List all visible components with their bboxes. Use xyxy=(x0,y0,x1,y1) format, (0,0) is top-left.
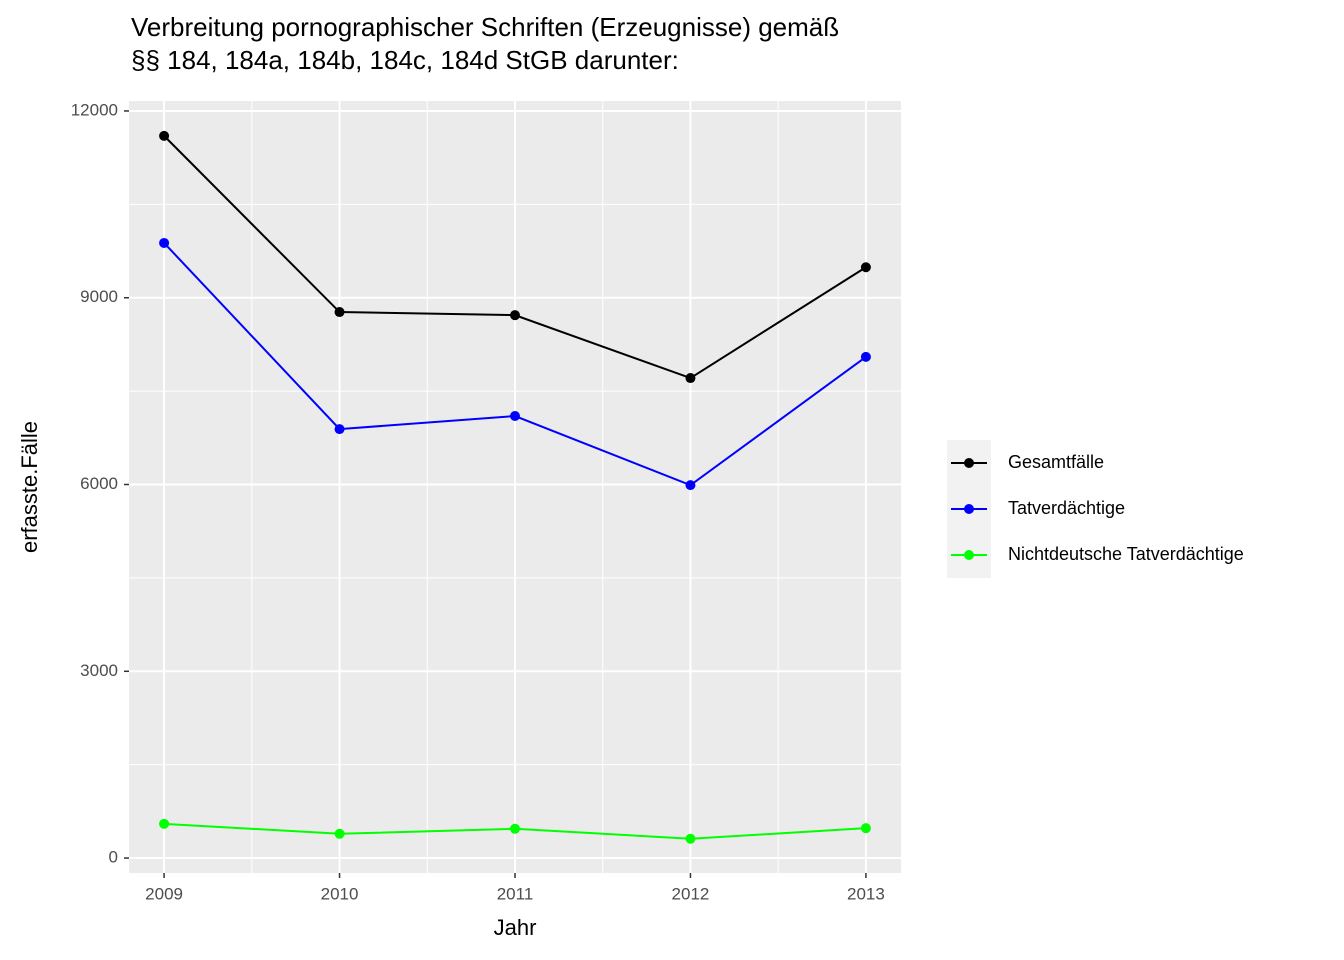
legend-label: Nichtdeutsche Tatverdächtige xyxy=(1008,544,1244,564)
data-point xyxy=(510,823,520,834)
x-tick-label: 2010 xyxy=(321,884,359,903)
y-tick-label: 0 xyxy=(109,848,118,867)
data-point xyxy=(685,480,696,491)
data-point xyxy=(685,373,696,384)
data-point xyxy=(860,823,871,834)
data-point xyxy=(510,411,520,422)
legend-label: Gesamtfälle xyxy=(1008,452,1104,472)
x-tick-label: 2012 xyxy=(672,884,710,903)
x-tick-label: 2013 xyxy=(847,884,885,903)
chart-title: §§ 184, 184a, 184b, 184c, 184d StGB daru… xyxy=(131,45,679,75)
data-point xyxy=(334,307,345,318)
data-point xyxy=(860,351,871,362)
legend-key-point xyxy=(964,458,974,468)
chart-title: Verbreitung pornographischer Schriften (… xyxy=(131,12,839,42)
x-tick-label: 2011 xyxy=(497,884,534,903)
legend-key-point xyxy=(964,550,974,560)
data-point xyxy=(159,237,170,248)
y-tick-label: 6000 xyxy=(80,474,118,493)
x-tick-label: 2009 xyxy=(145,884,183,903)
data-point xyxy=(159,130,170,141)
data-point xyxy=(510,310,520,321)
data-point xyxy=(334,828,345,839)
y-tick-label: 3000 xyxy=(80,661,118,680)
y-tick-label: 12000 xyxy=(71,100,118,119)
data-point xyxy=(159,818,170,829)
y-axis-title: erfasste.Fälle xyxy=(17,421,42,553)
legend-key-point xyxy=(964,504,974,514)
y-tick-label: 9000 xyxy=(80,287,118,306)
data-point xyxy=(685,833,696,844)
x-axis-title: Jahr xyxy=(494,915,537,940)
data-point xyxy=(334,424,345,435)
data-point xyxy=(860,262,871,273)
legend-label: Tatverdächtige xyxy=(1008,498,1125,518)
